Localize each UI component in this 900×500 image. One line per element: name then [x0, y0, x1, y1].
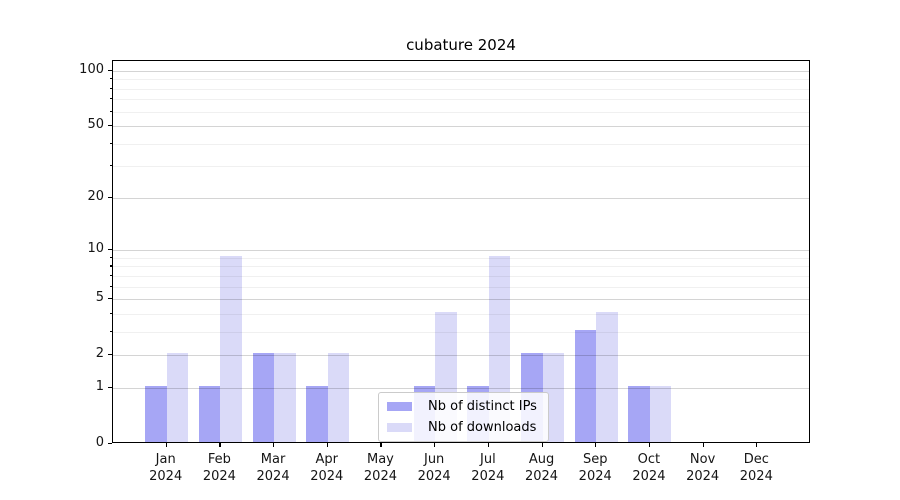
y-minor-tick-mark: [109, 78, 112, 80]
y-tick-label: 50: [87, 117, 104, 133]
gridline-90: [113, 79, 809, 81]
x-tick-label: Nov 2024: [686, 452, 720, 484]
y-tick-mark: [108, 69, 112, 71]
gridline-9: [113, 257, 809, 259]
gridline-8: [113, 266, 809, 268]
x-tick-mark: [273, 443, 275, 447]
y-tick-mark: [108, 125, 112, 127]
bar-nb-of-distinct-ips: [198, 385, 221, 442]
y-tick-mark: [108, 196, 112, 198]
legend-label-distinct-ips: Nb of distinct IPs: [428, 399, 537, 414]
x-tick-label: Aug 2024: [524, 452, 559, 484]
bar-nb-of-distinct-ips: [306, 385, 328, 442]
y-tick-label: 5: [95, 290, 104, 306]
gridline-60: [113, 111, 809, 113]
y-tick-label: 100: [79, 61, 104, 77]
x-tick-label: Jan 2024: [149, 452, 183, 484]
y-tick-mark: [108, 354, 112, 356]
y-minor-tick-mark: [109, 87, 112, 89]
y-tick-mark: [108, 249, 112, 251]
y-minor-tick-mark: [109, 285, 112, 287]
bar-nb-of-downloads: [327, 353, 350, 442]
y-minor-tick-mark: [109, 165, 112, 167]
gridline-40: [113, 143, 809, 145]
x-tick-mark: [165, 443, 167, 447]
x-tick-mark: [487, 443, 490, 447]
y-tick-label: 0: [95, 435, 104, 450]
x-tick-mark: [595, 443, 597, 447]
bar-nb-of-distinct-ips: [574, 329, 597, 442]
y-minor-tick-mark: [109, 330, 112, 333]
y-minor-tick-mark: [109, 98, 112, 100]
x-tick-mark: [434, 443, 436, 447]
bar-nb-of-downloads: [596, 311, 618, 442]
legend-swatch-distinct-ips: [387, 402, 412, 411]
plot-area: Nb of distinct IPs Nb of downloads: [112, 60, 810, 443]
x-tick-mark: [756, 443, 758, 447]
gridline-80: [113, 88, 809, 90]
bar-nb-of-distinct-ips: [628, 385, 650, 442]
x-tick-mark: [541, 443, 543, 447]
x-tick-label: Sep 2024: [578, 452, 612, 484]
gridline-100: [113, 70, 809, 72]
y-minor-tick-mark: [109, 312, 112, 315]
x-tick-mark: [380, 443, 382, 447]
legend-item-downloads: Nb of downloads: [387, 420, 537, 435]
bar-nb-of-distinct-ips: [252, 353, 275, 442]
legend-item-distinct-ips: Nb of distinct IPs: [387, 399, 537, 414]
x-tick-label: Feb 2024: [202, 452, 236, 484]
x-tick-label: May 2024: [363, 452, 397, 484]
x-tick-label: Jun 2024: [417, 452, 451, 484]
y-tick-mark: [108, 298, 112, 300]
bar-nb-of-distinct-ips: [145, 385, 167, 442]
y-minor-tick-mark: [109, 256, 112, 258]
y-tick-mark: [108, 443, 112, 445]
x-tick-mark: [702, 443, 704, 447]
y-minor-tick-mark: [109, 265, 112, 267]
chart-title: cubature 2024: [406, 36, 516, 54]
x-tick-mark: [326, 443, 328, 447]
y-tick-label: 20: [87, 188, 104, 204]
gridline-30: [113, 166, 809, 168]
bar-nb-of-downloads: [649, 385, 672, 442]
y-minor-tick-mark: [109, 142, 112, 144]
x-tick-mark: [648, 443, 651, 447]
legend: Nb of distinct IPs Nb of downloads: [378, 392, 549, 442]
gridline-5: [113, 299, 809, 301]
x-tick-label: Apr 2024: [310, 452, 344, 484]
legend-swatch-downloads: [387, 423, 412, 432]
gridline-70: [113, 99, 809, 101]
legend-label-downloads: Nb of downloads: [428, 420, 537, 435]
gridline-6: [113, 286, 809, 288]
bar-nb-of-downloads: [166, 353, 189, 442]
gridline-3: [113, 331, 809, 333]
y-tick-label: 2: [95, 346, 104, 362]
y-tick-label: 1: [95, 378, 104, 394]
gridline-50: [113, 126, 809, 128]
y-minor-tick-mark: [109, 274, 112, 277]
gridline-10: [113, 250, 809, 252]
gridline-1: [113, 387, 809, 389]
y-tick-mark: [108, 386, 112, 389]
x-tick-label: Dec 2024: [739, 452, 773, 484]
y-minor-tick-mark: [109, 110, 112, 112]
bar-nb-of-downloads: [274, 353, 296, 442]
bar-nb-of-downloads: [220, 255, 242, 442]
gridline-20: [113, 197, 809, 199]
gridline-7: [113, 275, 809, 277]
y-tick-label: 10: [87, 241, 104, 257]
gridline-2: [113, 355, 809, 357]
x-tick-label: Oct 2024: [632, 452, 666, 484]
x-tick-label: Jul 2024: [471, 452, 505, 484]
x-tick-mark: [219, 443, 221, 447]
x-tick-label: Mar 2024: [256, 452, 290, 484]
gridline-4: [113, 313, 809, 315]
